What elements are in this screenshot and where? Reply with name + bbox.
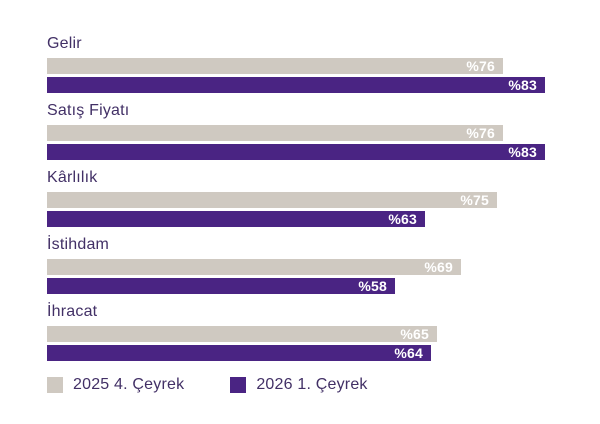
legend-swatch <box>47 377 63 393</box>
bar-2026-q1: %83 <box>47 144 545 160</box>
value-label: %83 <box>508 77 537 93</box>
category-label: İhracat <box>47 303 98 320</box>
legend-label: 2026 1. Çeyrek <box>256 376 368 393</box>
bar-2026-q1: %83 <box>47 77 545 93</box>
chart-group: Gelir %76 %83 <box>47 36 600 93</box>
value-label: %69 <box>424 259 453 275</box>
bar-2025-q4: %76 <box>47 125 503 141</box>
chart-groups: Gelir %76 %83 Satış Fiyatı %76 %83 Kârlılık %75… <box>47 36 600 361</box>
value-label: %58 <box>358 278 387 294</box>
value-label: %76 <box>466 125 495 141</box>
value-label: %75 <box>460 192 489 208</box>
category-label: Kârlılık <box>47 169 98 186</box>
value-label: %64 <box>394 345 423 361</box>
category-label: Gelir <box>47 35 82 52</box>
legend: 2025 4. Çeyrek 2026 1. Çeyrek <box>47 377 600 393</box>
category-label: İstihdam <box>47 236 110 253</box>
bar-2026-q1: %64 <box>47 345 431 361</box>
value-label: %63 <box>388 211 417 227</box>
value-label: %76 <box>466 58 495 74</box>
bar-2025-q4: %76 <box>47 58 503 74</box>
legend-item: 2026 1. Çeyrek <box>230 377 367 393</box>
bar-2025-q4: %75 <box>47 192 497 208</box>
category-label: Satış Fiyatı <box>47 102 130 119</box>
chart-group: Satış Fiyatı %76 %83 <box>47 103 600 160</box>
chart-group: İhracat %65 %64 <box>47 304 600 361</box>
value-label: %65 <box>400 326 429 342</box>
bar-2025-q4: %69 <box>47 259 461 275</box>
legend-item: 2025 4. Çeyrek <box>47 377 184 393</box>
bar-2025-q4: %65 <box>47 326 437 342</box>
value-label: %83 <box>508 144 537 160</box>
chart-group: Kârlılık %75 %63 <box>47 170 600 227</box>
bar-2026-q1: %58 <box>47 278 395 294</box>
legend-swatch <box>230 377 247 393</box>
chart-group: İstihdam %69 %58 <box>47 237 600 294</box>
legend-label: 2025 4. Çeyrek <box>73 376 185 393</box>
bar-2026-q1: %63 <box>47 211 425 227</box>
